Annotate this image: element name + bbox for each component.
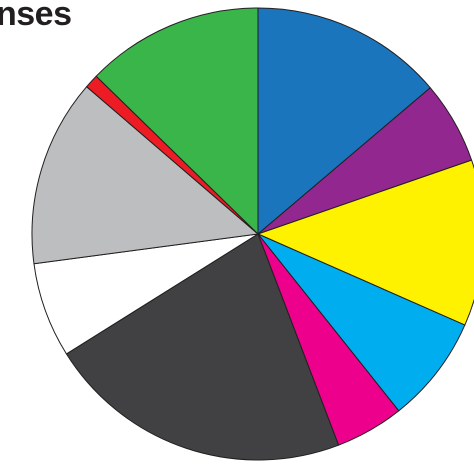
pie-slice-1 xyxy=(257,7,431,235)
pie-slice-6 xyxy=(65,233,340,461)
pie-slice-10 xyxy=(95,7,259,235)
pie-slice-3 xyxy=(257,159,474,326)
pie-slice-8 xyxy=(31,86,259,265)
pie-slice-4 xyxy=(257,233,466,412)
chart-title: nses xyxy=(0,0,72,33)
